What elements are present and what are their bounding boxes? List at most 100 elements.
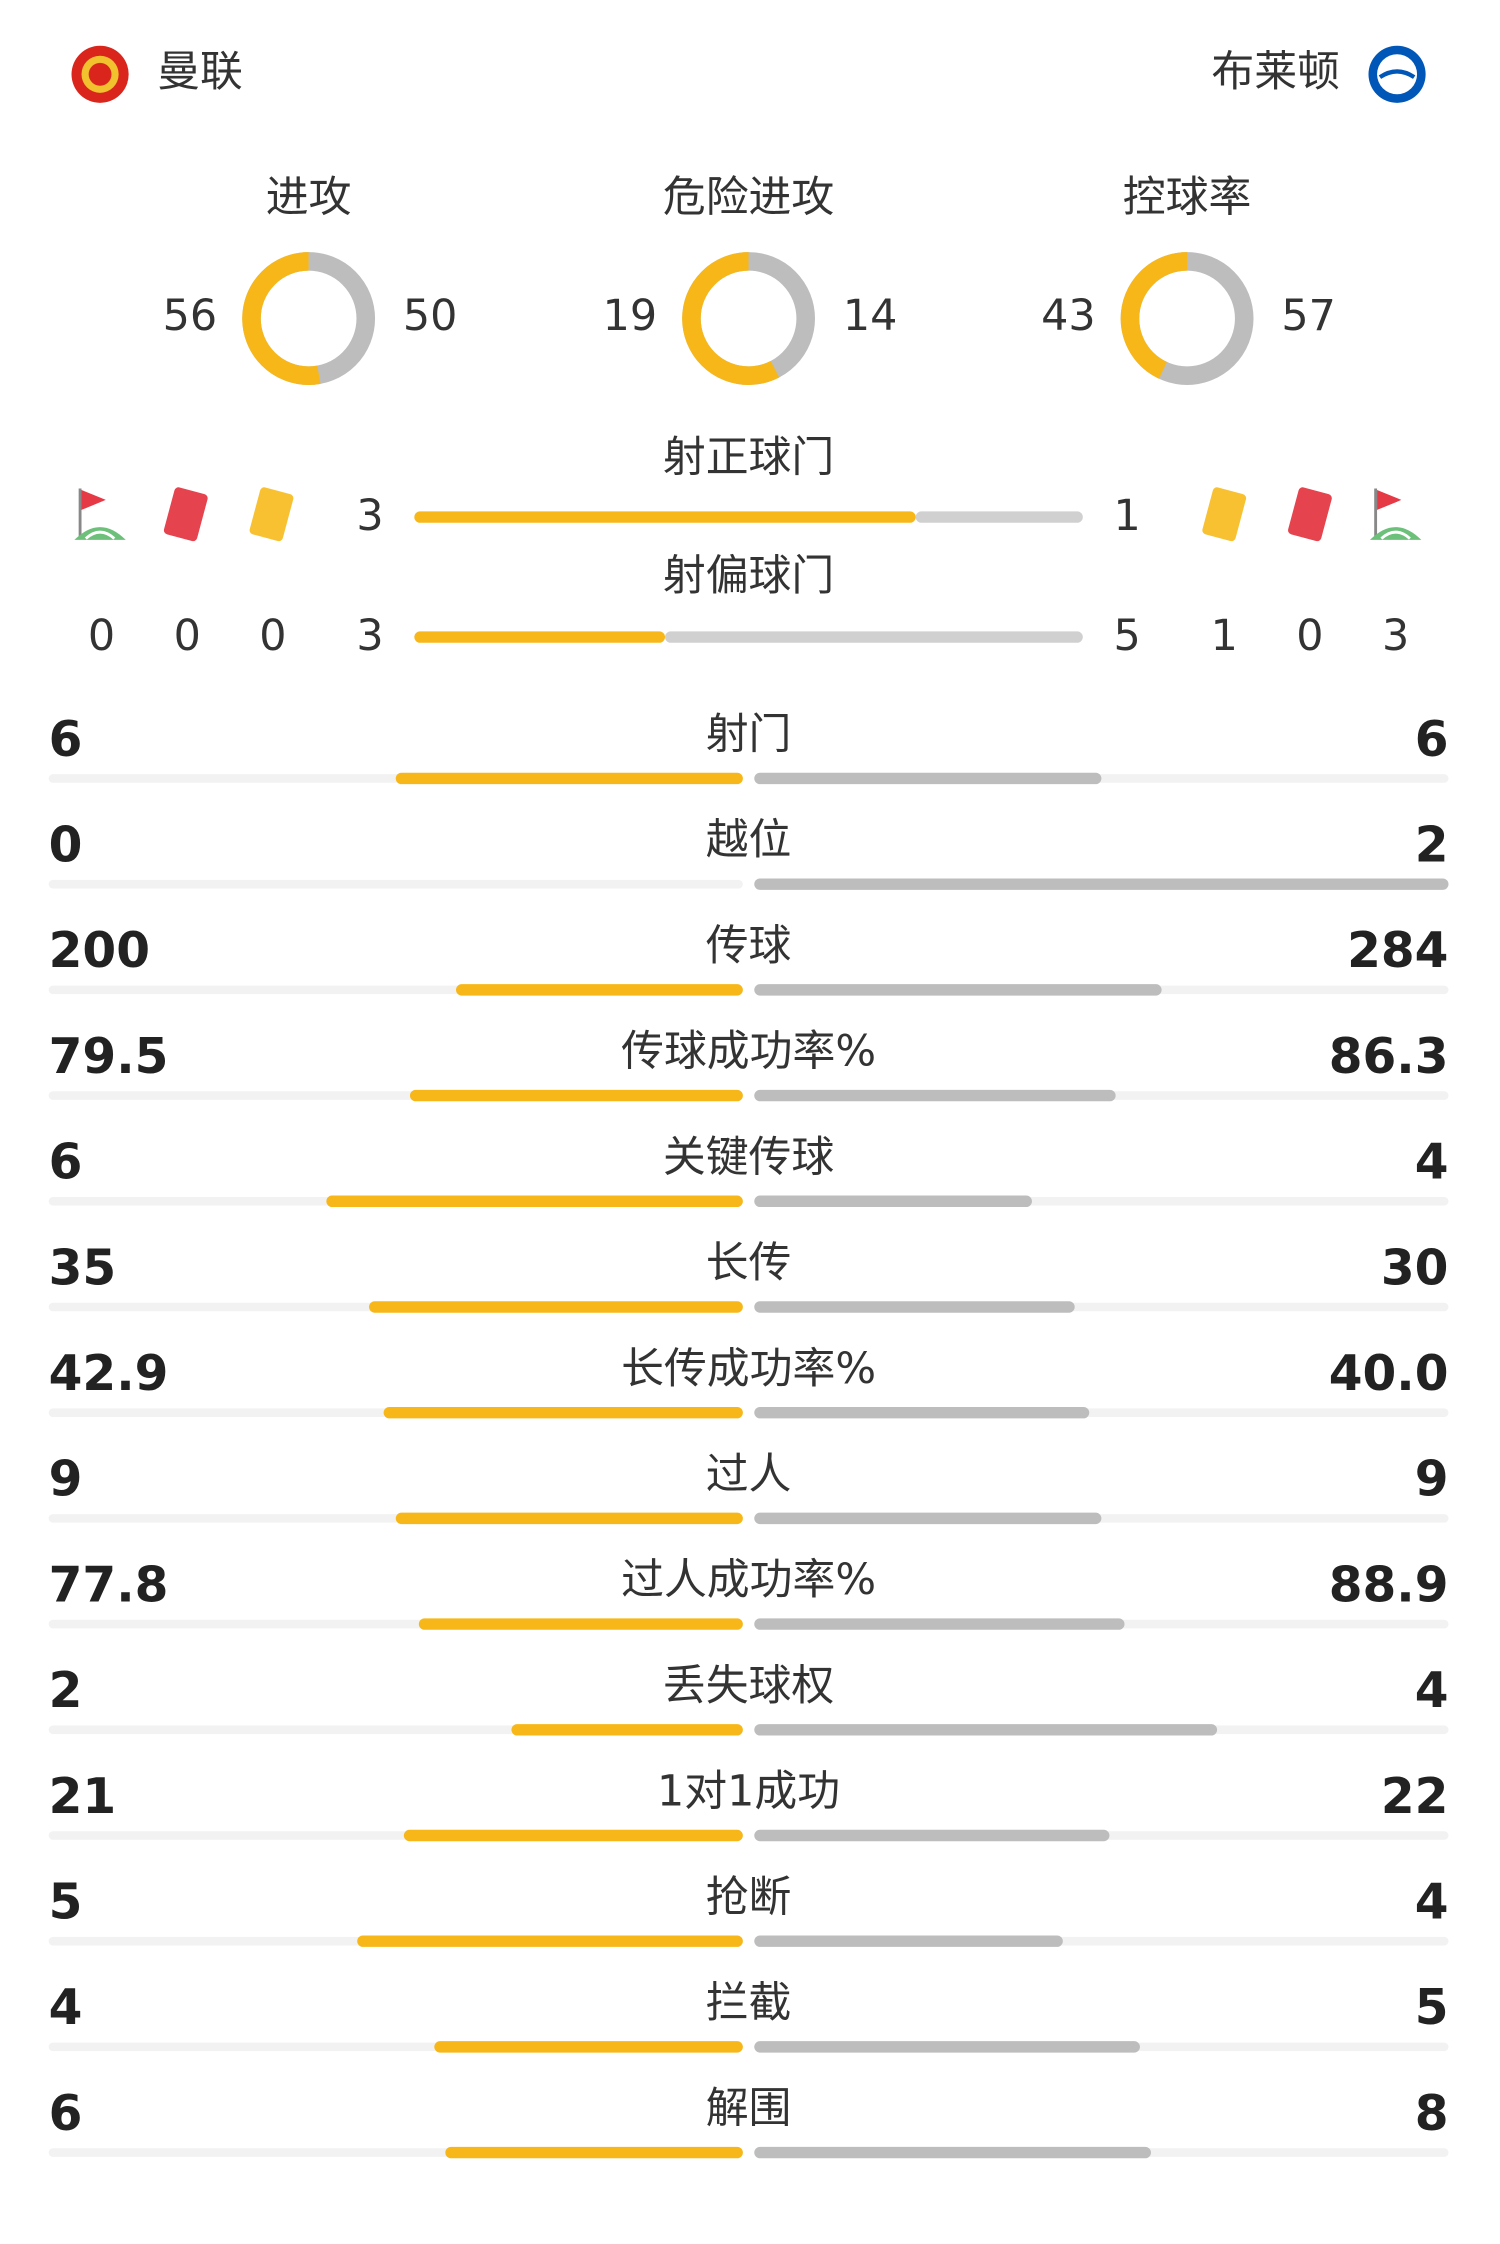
home-red: 0 (174, 611, 201, 661)
bar-home (369, 1301, 743, 1313)
stat-name: 1对1成功 (657, 1767, 840, 1817)
bar-away (754, 1089, 1116, 1102)
away-value: 5 (1415, 1980, 1449, 2036)
bar-away (915, 511, 1083, 523)
bar-away (754, 1935, 1063, 1947)
home-value: 79.5 (49, 1029, 169, 1085)
home-value: 21 (49, 1769, 117, 1825)
bar-away (754, 1406, 1090, 1419)
away-value: 5 (1113, 611, 1140, 661)
stat-name: 关键传球 (663, 1132, 834, 1182)
stat-name: 过人成功率% (621, 1555, 876, 1605)
away-value: 9 (1415, 1452, 1449, 1508)
bar-home (403, 1829, 743, 1842)
away-red: 0 (1296, 611, 1323, 661)
away-value: 50 (403, 291, 458, 341)
stat-name: 传球 (706, 921, 792, 971)
stat-name: 长传成功率% (621, 1344, 876, 1394)
red-card-icon (162, 486, 209, 543)
away-value: 8 (1415, 2086, 1449, 2142)
away-value: 22 (1381, 1769, 1449, 1825)
away-value: 2 (1415, 817, 1449, 873)
away-value: 57 (1281, 291, 1336, 341)
home-value: 56 (163, 291, 218, 341)
bar-away (754, 878, 1449, 890)
home-value: 5 (49, 1874, 83, 1930)
stat-name: 丢失球权 (663, 1661, 834, 1711)
bar-away (754, 1829, 1110, 1842)
bar-home (383, 1406, 743, 1419)
away-value: 4 (1415, 1135, 1449, 1191)
bar-home (357, 1935, 743, 1947)
bar-home (395, 772, 743, 785)
stat-name: 越位 (706, 815, 792, 865)
stat-name: 抢断 (706, 1872, 792, 1922)
away-corners: 3 (1382, 611, 1409, 661)
bar-home (409, 1089, 743, 1102)
away-value: 40.0 (1329, 1346, 1449, 1402)
away-value: 88.9 (1329, 1557, 1449, 1613)
stat-name: 传球成功率% (621, 1027, 876, 1077)
home-value: 6 (49, 1135, 83, 1191)
shot-label: 射正球门 (663, 432, 834, 482)
away-value: 1 (1113, 491, 1140, 541)
bar-home (414, 511, 916, 523)
bar-home (455, 984, 743, 996)
bar-away (754, 1512, 1102, 1525)
yellow-card-icon (248, 486, 295, 543)
home-value: 4 (49, 1980, 83, 2036)
stat-name: 射门 (706, 710, 792, 760)
yellow-card-icon (1201, 486, 1248, 543)
home-value: 6 (49, 2086, 83, 2142)
bar-away (665, 631, 1083, 643)
home-value: 35 (49, 1240, 117, 1296)
stat-name: 长传 (706, 1238, 792, 1288)
bar-away (754, 2041, 1140, 2053)
away-value: 14 (843, 291, 898, 341)
bar-away (754, 1301, 1075, 1313)
home-value: 77.8 (49, 1557, 169, 1613)
bar-away (754, 772, 1102, 785)
ring-home (242, 252, 376, 385)
bar-home (395, 1512, 743, 1525)
home-corners: 0 (88, 611, 115, 661)
away-value: 86.3 (1329, 1029, 1449, 1085)
ring-label: 危险进攻 (663, 172, 834, 222)
bar-away (754, 1195, 1032, 1207)
ring-label: 控球率 (1123, 172, 1252, 222)
bar-home (434, 2041, 743, 2053)
away-logo (1368, 45, 1426, 103)
home-value: 0 (49, 817, 83, 873)
bar-home (418, 1618, 743, 1630)
ring-home (682, 252, 815, 385)
bar-home (511, 1724, 743, 1736)
track (48, 879, 743, 889)
home-value: 3 (356, 491, 383, 541)
home-value: 19 (603, 291, 658, 341)
bar-home (445, 2146, 743, 2159)
away-yellow: 1 (1211, 611, 1238, 661)
home-value: 42.9 (49, 1346, 169, 1402)
home-yellow: 0 (259, 611, 286, 661)
shot-label: 射偏球门 (663, 551, 834, 601)
home-logo (71, 45, 129, 103)
red-card-icon (1287, 486, 1333, 543)
home-team: 曼联 (157, 47, 243, 97)
home-value: 2 (49, 1663, 83, 1719)
bar-home (414, 631, 666, 643)
home-value: 9 (49, 1452, 83, 1508)
bar-away (754, 1724, 1218, 1736)
away-value: 4 (1415, 1663, 1449, 1719)
away-value: 284 (1347, 923, 1448, 979)
away-value: 4 (1415, 1874, 1449, 1930)
bar-home (326, 1195, 743, 1207)
corner-icon (1368, 487, 1423, 542)
home-value: 3 (356, 611, 383, 661)
away-value: 30 (1381, 1240, 1449, 1296)
bar-away (754, 2146, 1151, 2159)
corner-icon (72, 487, 128, 542)
stat-name: 解围 (706, 2084, 792, 2134)
away-value: 6 (1415, 712, 1449, 768)
